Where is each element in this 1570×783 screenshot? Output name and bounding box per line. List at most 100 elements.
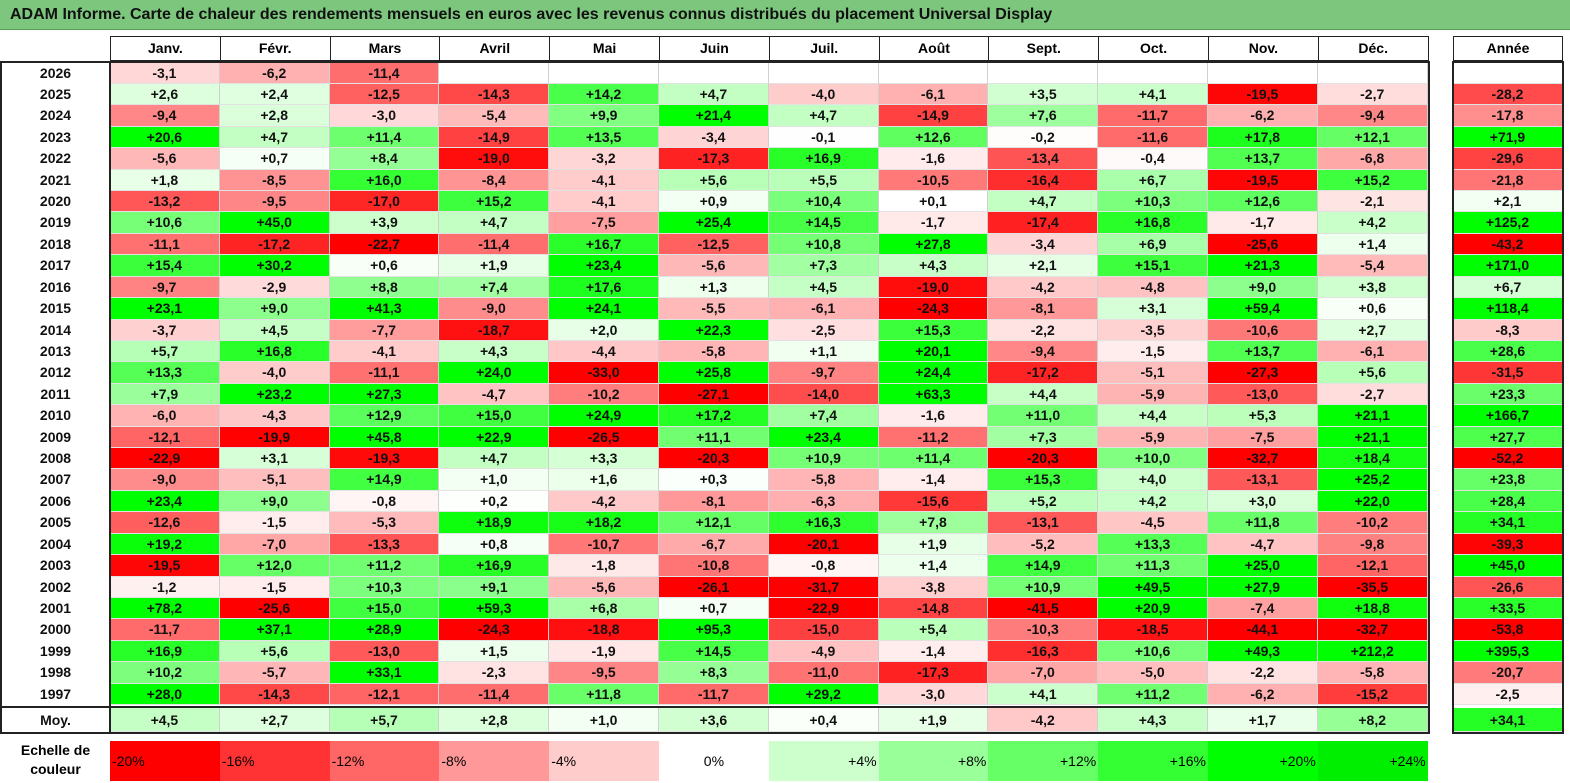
heatmap-cell: +15,2	[1317, 169, 1428, 191]
average-label: Moy.	[40, 711, 71, 728]
year-label: 2023	[39, 128, 72, 145]
month-header: Janv.	[110, 36, 221, 61]
year-label: 2025	[39, 85, 72, 102]
heatmap-cell: -7,4	[1208, 598, 1318, 620]
heatmap-cell: +10,3	[1098, 191, 1208, 213]
heatmap-cell: +1,9	[878, 533, 989, 556]
heatmap-cell: -1,6	[878, 148, 989, 170]
heatmap-cell: +13,5	[549, 126, 659, 149]
heatmap-cell: +1,0	[439, 469, 550, 491]
year-label: 1999	[39, 642, 72, 659]
heatmap-cell: -10,7	[549, 533, 659, 556]
heatmap-cell: +5,6	[659, 169, 769, 191]
heatmap-cell: -12,1	[110, 426, 220, 449]
heatmap-cell: -4,1	[549, 169, 659, 191]
heatmap-cell: -24,3	[878, 298, 989, 320]
annual-cell: -20,7	[1453, 662, 1563, 684]
heatmap-cell: -10,8	[659, 555, 769, 577]
month-header: Mars	[329, 36, 441, 61]
heatmap-cell: +28,0	[110, 683, 220, 706]
heatmap-cell: +5,5	[768, 169, 879, 191]
annual-cell: -31,5	[1453, 362, 1563, 384]
average-cell: +4,5	[110, 707, 220, 732]
heatmap-cell: +5,4	[878, 619, 989, 641]
heatmap-cell	[659, 62, 769, 84]
heatmap-cell: -3,4	[659, 126, 769, 149]
year-label: 2017	[39, 257, 72, 274]
heatmap-cell: +4,2	[1317, 212, 1428, 234]
heatmap-cell: -6,1	[1317, 340, 1428, 363]
heatmap-cell: +16,8	[219, 340, 330, 363]
chart-title: ADAM Informe. Carte de chaleur des rende…	[0, 0, 1570, 30]
heatmap-cell: +16,0	[329, 169, 440, 191]
heatmap-cell: +4,7	[439, 448, 550, 470]
heatmap-cell: -17,3	[659, 148, 769, 170]
heatmap-cell: +16,9	[439, 555, 550, 577]
year-label: 2019	[39, 214, 72, 231]
heatmap-cell: -22,9	[768, 598, 879, 620]
heatmap-cell: +4,5	[219, 319, 330, 341]
year-label: 2016	[39, 278, 72, 295]
heatmap-cell: -6,2	[1208, 683, 1318, 706]
heatmap-cell: -9,4	[988, 340, 1099, 363]
heatmap-cell: +3,3	[549, 448, 659, 470]
heatmap-cell: -9,7	[768, 362, 879, 384]
heatmap-cell: -9,0	[110, 469, 220, 491]
heatmap-cell: -0,4	[1098, 148, 1208, 170]
annual-cell: +71,9	[1453, 126, 1563, 149]
heatmap-cell: -5,6	[659, 255, 769, 277]
year-label: 2013	[39, 342, 72, 359]
heatmap-cell: -1,4	[878, 469, 989, 491]
annual-cell: -17,8	[1453, 105, 1563, 127]
year-label: 2014	[39, 321, 72, 338]
heatmap-cell: -11,6	[1098, 126, 1208, 149]
heatmap-cell: +18,9	[439, 512, 550, 534]
heatmap-cell: -3,0	[329, 105, 440, 127]
heatmap-cell: -4,3	[219, 405, 330, 427]
heatmap-cell: +3,8	[1317, 276, 1428, 299]
heatmap-cell: +41,3	[329, 298, 440, 320]
heatmap-cell: -12,1	[1317, 555, 1428, 577]
heatmap-cell: -17,3	[878, 662, 989, 684]
heatmap-cell: +7,3	[988, 426, 1099, 449]
heatmap-cell: -0,2	[988, 126, 1099, 149]
heatmap-cell: +25,0	[1208, 555, 1318, 577]
heatmap-cell: +25,8	[659, 362, 769, 384]
heatmap-cell: -10,5	[878, 169, 989, 191]
heatmap-cell: +8,3	[659, 662, 769, 684]
average-cell: +1,0	[549, 707, 659, 732]
heatmap-cell: +4,7	[988, 191, 1099, 213]
heatmap-cell: -4,4	[549, 340, 659, 363]
heatmap-cell: +4,4	[988, 383, 1099, 406]
annual-cell: +34,1	[1453, 512, 1563, 534]
legend-swatch: +16%	[1098, 741, 1208, 781]
heatmap-cell: +2,4	[219, 83, 330, 106]
heatmap-cell: -1,8	[549, 555, 659, 577]
heatmap-cell: -5,1	[1098, 362, 1208, 384]
heatmap-cell: +45,0	[219, 212, 330, 234]
heatmap-cell: +0,7	[219, 148, 330, 170]
heatmap-cell: -11,4	[439, 683, 550, 706]
heatmap-cell: +12,0	[219, 555, 330, 577]
heatmap-cell: +7,4	[439, 276, 550, 299]
heatmap-cell: +5,3	[1208, 405, 1318, 427]
heatmap-cell: +22,9	[439, 426, 550, 449]
heatmap-cell: +23,1	[110, 298, 220, 320]
heatmap-cell: -19,0	[878, 276, 989, 299]
heatmap-cell	[549, 62, 659, 84]
heatmap-cell: +17,8	[1208, 126, 1318, 149]
heatmap-cell: -3,2	[549, 148, 659, 170]
heatmap-cell: -15,0	[768, 619, 879, 641]
heatmap-cell: -7,0	[219, 533, 330, 556]
heatmap-cell	[878, 62, 989, 84]
annual-cell: -53,8	[1453, 619, 1563, 641]
heatmap-cell: +14,2	[549, 83, 659, 106]
heatmap-cell	[1317, 62, 1428, 84]
average-cell: +3,6	[659, 707, 769, 732]
year-label: 2026	[39, 64, 72, 81]
heatmap-cell: -19,0	[439, 148, 550, 170]
heatmap-cell: +15,1	[1098, 255, 1208, 277]
average-cell: -4,2	[988, 707, 1099, 732]
heatmap-cell: -35,5	[1317, 576, 1428, 598]
year-label: 2002	[39, 578, 72, 595]
